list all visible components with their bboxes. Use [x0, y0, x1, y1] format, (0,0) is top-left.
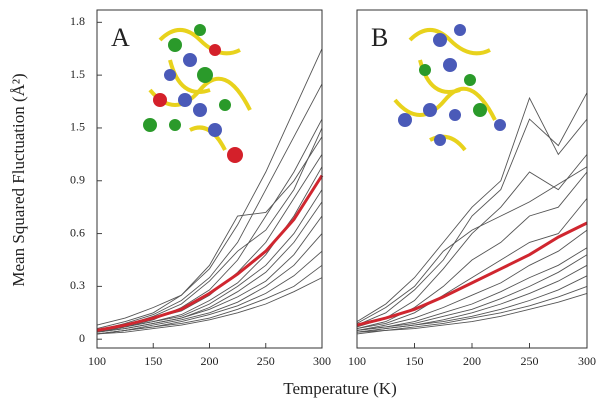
x-tick-label: 300	[313, 354, 331, 368]
trace-line	[356, 254, 588, 331]
y-tick-label: 1.5	[70, 120, 85, 134]
trace-line	[356, 198, 588, 330]
trace-line	[96, 118, 323, 333]
mean-line	[356, 221, 588, 327]
x-tick-label: 100	[88, 354, 106, 368]
x-tick-label: 200	[201, 354, 219, 368]
x-tick-label: 150	[406, 354, 424, 368]
x-tick-label: 300	[578, 354, 596, 368]
panel-label: B	[371, 23, 388, 52]
trace-line	[356, 96, 588, 322]
trace-line	[356, 171, 588, 330]
trace-line	[96, 264, 323, 335]
y-tick-label: 0	[79, 331, 85, 345]
x-tick-label: 100	[348, 354, 366, 368]
trace-line	[356, 92, 588, 326]
y-tick-label: 1.8	[70, 14, 85, 28]
x-tick-label: 250	[521, 354, 539, 368]
trace-line	[96, 233, 323, 335]
y-tick-label: 0.6	[70, 225, 85, 239]
y-tick-label: 0.3	[70, 278, 85, 292]
y-tick-label: 1.5	[70, 67, 85, 81]
trace-line	[96, 83, 323, 331]
trace-line	[356, 285, 588, 333]
x-axis-label: Temperature (K)	[283, 379, 397, 398]
protein-image-b	[393, 24, 506, 152]
trace-line	[356, 154, 588, 328]
trace-line	[96, 136, 323, 326]
trace-line	[356, 229, 588, 331]
y-axis-label: Mean Squared Fluctuation (Å²)	[9, 73, 28, 286]
trace-line	[96, 189, 323, 331]
x-tick-label: 150	[144, 354, 162, 368]
mean-line	[96, 174, 324, 332]
trace-line	[356, 166, 588, 324]
x-tick-label: 200	[463, 354, 481, 368]
trace-line	[96, 48, 323, 330]
y-tick-label: 0.9	[70, 173, 85, 187]
trace-line	[356, 275, 588, 333]
trace-line	[96, 215, 323, 333]
plot-frame	[356, 9, 588, 349]
x-tick-label: 250	[257, 354, 275, 368]
protein-image-a	[143, 24, 252, 163]
trace-line	[356, 247, 588, 331]
panel-label: A	[111, 23, 130, 52]
trace-line	[96, 277, 323, 335]
plot-frame	[96, 9, 323, 349]
plots: 100 150 200 250 300 0 0.3 0.6 0.9 1.5 1.5 1.8 A 100 15…	[70, 9, 596, 368]
trace-line	[356, 292, 588, 335]
